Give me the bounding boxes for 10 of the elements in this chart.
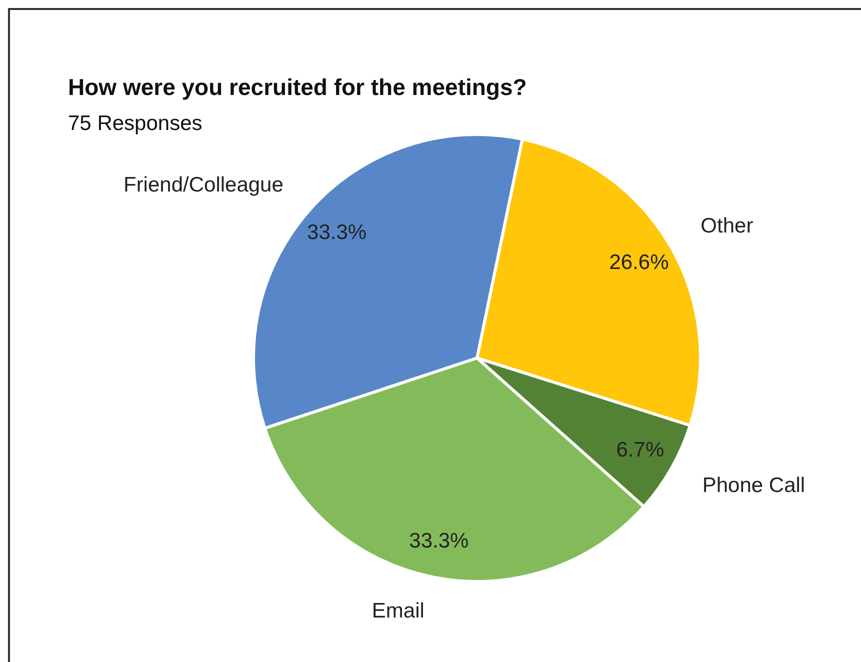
chart-subtitle: 75 Responses: [68, 112, 202, 136]
slice-label: Other: [700, 214, 754, 238]
slice-label: Email: [372, 600, 424, 623]
slice-label: Phone Call: [702, 474, 806, 497]
data-label: 6.7%: [616, 438, 664, 462]
data-label: 33.3%: [409, 530, 469, 553]
data-label: 33.3%: [307, 220, 367, 244]
slice-label: Friend/Colleague: [123, 173, 284, 196]
data-label: 26.6%: [609, 250, 669, 274]
chart-title: How were you recruited for the meetings?: [68, 74, 527, 101]
